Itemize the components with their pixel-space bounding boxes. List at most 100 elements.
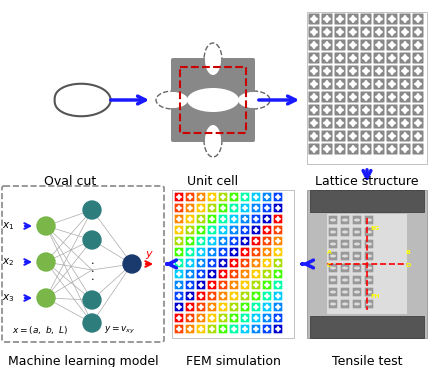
Ellipse shape bbox=[253, 229, 259, 232]
Ellipse shape bbox=[243, 194, 246, 200]
Ellipse shape bbox=[349, 95, 357, 99]
FancyBboxPatch shape bbox=[186, 292, 194, 300]
Ellipse shape bbox=[401, 82, 409, 86]
Ellipse shape bbox=[375, 30, 383, 34]
FancyBboxPatch shape bbox=[229, 325, 238, 333]
Ellipse shape bbox=[362, 108, 370, 112]
Ellipse shape bbox=[265, 216, 268, 222]
Ellipse shape bbox=[231, 262, 237, 265]
FancyBboxPatch shape bbox=[197, 237, 205, 245]
Ellipse shape bbox=[187, 294, 193, 298]
Ellipse shape bbox=[390, 132, 394, 140]
FancyBboxPatch shape bbox=[219, 259, 227, 267]
Ellipse shape bbox=[401, 17, 409, 21]
Text: C: C bbox=[327, 263, 332, 268]
Text: $y{=}v_{xy}$: $y{=}v_{xy}$ bbox=[104, 324, 136, 335]
FancyBboxPatch shape bbox=[274, 248, 282, 256]
Ellipse shape bbox=[336, 95, 344, 99]
Ellipse shape bbox=[200, 271, 203, 277]
FancyBboxPatch shape bbox=[308, 14, 320, 25]
Ellipse shape bbox=[222, 293, 224, 299]
FancyBboxPatch shape bbox=[219, 325, 227, 333]
Ellipse shape bbox=[265, 326, 268, 332]
Ellipse shape bbox=[243, 293, 246, 299]
Ellipse shape bbox=[416, 145, 420, 153]
FancyBboxPatch shape bbox=[321, 117, 333, 128]
Ellipse shape bbox=[233, 260, 236, 266]
Ellipse shape bbox=[187, 305, 193, 309]
Ellipse shape bbox=[187, 283, 193, 287]
Ellipse shape bbox=[188, 282, 191, 288]
Ellipse shape bbox=[243, 249, 246, 255]
FancyBboxPatch shape bbox=[219, 193, 227, 201]
FancyBboxPatch shape bbox=[219, 248, 227, 256]
Ellipse shape bbox=[200, 282, 203, 288]
Ellipse shape bbox=[200, 326, 203, 332]
Ellipse shape bbox=[222, 227, 224, 233]
Ellipse shape bbox=[255, 304, 258, 310]
Ellipse shape bbox=[325, 119, 329, 127]
FancyBboxPatch shape bbox=[274, 325, 282, 333]
Ellipse shape bbox=[416, 54, 420, 62]
Ellipse shape bbox=[330, 243, 336, 246]
Ellipse shape bbox=[253, 251, 259, 254]
Ellipse shape bbox=[210, 304, 213, 310]
Ellipse shape bbox=[364, 132, 368, 140]
Ellipse shape bbox=[198, 251, 204, 254]
Ellipse shape bbox=[362, 95, 370, 99]
FancyBboxPatch shape bbox=[241, 237, 249, 245]
FancyBboxPatch shape bbox=[321, 105, 333, 116]
FancyBboxPatch shape bbox=[361, 14, 372, 25]
Ellipse shape bbox=[265, 238, 268, 244]
Ellipse shape bbox=[416, 119, 420, 127]
FancyBboxPatch shape bbox=[335, 65, 346, 76]
FancyBboxPatch shape bbox=[308, 143, 320, 155]
Circle shape bbox=[83, 291, 101, 309]
Ellipse shape bbox=[220, 273, 226, 276]
FancyBboxPatch shape bbox=[353, 216, 361, 224]
Ellipse shape bbox=[364, 41, 368, 49]
FancyBboxPatch shape bbox=[341, 288, 349, 296]
FancyBboxPatch shape bbox=[321, 40, 333, 51]
Ellipse shape bbox=[416, 132, 420, 140]
Ellipse shape bbox=[364, 106, 368, 114]
Ellipse shape bbox=[401, 69, 409, 73]
FancyBboxPatch shape bbox=[263, 226, 271, 234]
Ellipse shape bbox=[176, 294, 182, 298]
Ellipse shape bbox=[200, 227, 203, 233]
Ellipse shape bbox=[210, 282, 213, 288]
FancyBboxPatch shape bbox=[263, 270, 271, 278]
Ellipse shape bbox=[178, 216, 181, 222]
FancyBboxPatch shape bbox=[353, 240, 361, 248]
Ellipse shape bbox=[342, 279, 348, 281]
Ellipse shape bbox=[401, 108, 409, 112]
FancyBboxPatch shape bbox=[321, 65, 333, 76]
Ellipse shape bbox=[188, 227, 191, 233]
Ellipse shape bbox=[351, 93, 355, 101]
FancyBboxPatch shape bbox=[400, 65, 410, 76]
Ellipse shape bbox=[375, 43, 383, 47]
Ellipse shape bbox=[188, 326, 191, 332]
Ellipse shape bbox=[390, 15, 394, 23]
Ellipse shape bbox=[242, 240, 248, 243]
Ellipse shape bbox=[277, 271, 279, 277]
FancyBboxPatch shape bbox=[335, 26, 346, 37]
Ellipse shape bbox=[310, 121, 318, 125]
Ellipse shape bbox=[336, 121, 344, 125]
Ellipse shape bbox=[403, 15, 407, 23]
Ellipse shape bbox=[233, 249, 236, 255]
FancyBboxPatch shape bbox=[361, 65, 372, 76]
Text: D: D bbox=[405, 263, 410, 268]
Ellipse shape bbox=[323, 17, 331, 21]
FancyBboxPatch shape bbox=[329, 252, 337, 260]
Ellipse shape bbox=[342, 291, 348, 294]
Ellipse shape bbox=[366, 302, 372, 305]
FancyBboxPatch shape bbox=[241, 281, 249, 289]
Ellipse shape bbox=[275, 229, 281, 232]
FancyBboxPatch shape bbox=[186, 237, 194, 245]
FancyBboxPatch shape bbox=[274, 237, 282, 245]
Ellipse shape bbox=[178, 249, 181, 255]
Ellipse shape bbox=[323, 43, 331, 47]
Ellipse shape bbox=[231, 273, 237, 276]
FancyBboxPatch shape bbox=[197, 325, 205, 333]
